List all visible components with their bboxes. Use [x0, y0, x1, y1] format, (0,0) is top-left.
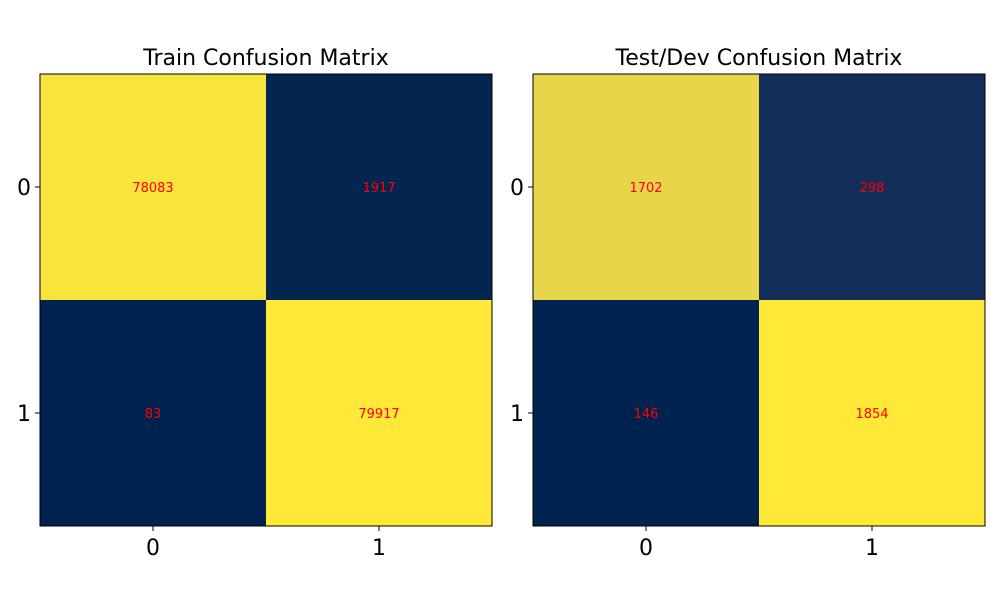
train-axes-frame [39, 73, 493, 527]
test-dev-axes-frame [532, 73, 986, 527]
test-dev-y-tick-label: 1 [510, 402, 524, 427]
train-cell-value-r0-c1: 1917 [362, 181, 395, 196]
test-dev-cell-value-r1-c0: 146 [634, 407, 659, 422]
test-dev-cell-r1-c1 [759, 300, 985, 526]
train-y-tick-label: 1 [17, 402, 31, 427]
train-cell-r0-c0 [40, 74, 266, 300]
train-cell-r1-c0 [40, 300, 266, 526]
train-cell-value-r1-c1: 79917 [358, 407, 399, 422]
test-dev-cell-value-r0-c1: 298 [860, 181, 885, 196]
train-x-tick-label: 1 [372, 536, 386, 561]
test-dev-cell-r0-c1 [759, 74, 985, 300]
test-dev-cell-value-r1-c1: 1854 [855, 407, 888, 422]
train-cell-value-r1-c0: 83 [145, 407, 162, 422]
train-confusion-matrix-panel: Train Confusion Matrix 78083 1917 83 79917 0… [17, 46, 493, 561]
test-dev-y-tick-label: 0 [510, 176, 524, 201]
train-cell-r0-c1 [266, 74, 492, 300]
test-dev-cell-r0-c0 [533, 74, 759, 300]
train-y-tick-label: 0 [17, 176, 31, 201]
test-dev-cell-value-r0-c0: 1702 [629, 181, 662, 196]
train-cell-r1-c1 [266, 300, 492, 526]
test-dev-confusion-matrix-panel: Test/Dev Confusion Matrix 1702 298 146 1854… [510, 46, 986, 561]
train-x-tick-label: 0 [146, 536, 160, 561]
test-dev-matrix-title: Test/Dev Confusion Matrix [615, 46, 903, 71]
test-dev-x-tick-label: 0 [639, 536, 653, 561]
train-cell-value-r0-c0: 78083 [132, 181, 173, 196]
test-dev-cell-r1-c0 [533, 300, 759, 526]
test-dev-x-tick-label: 1 [865, 536, 879, 561]
train-matrix-title: Train Confusion Matrix [142, 46, 388, 71]
